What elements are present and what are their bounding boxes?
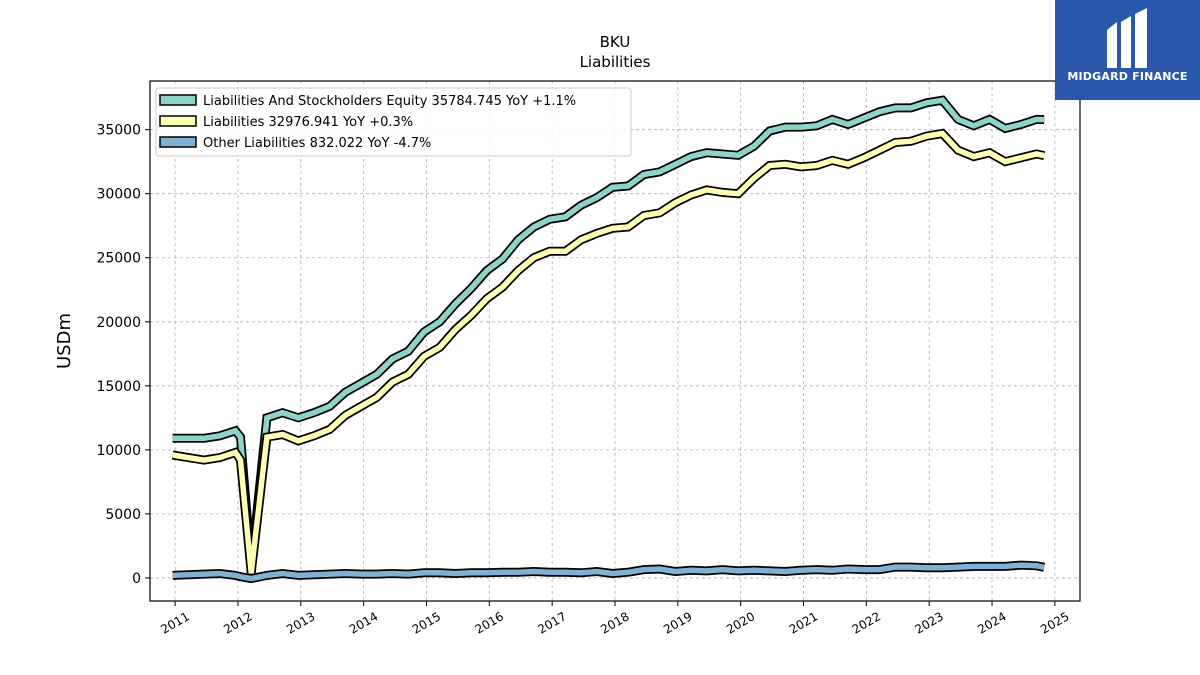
y-axis-ticks: 0 5000 10000 15000 20000 25000 30000 35000 xyxy=(96,123,150,587)
grid xyxy=(150,81,1080,601)
y-tick-label: 15000 xyxy=(96,379,141,395)
series-line-0 xyxy=(172,97,1045,567)
brand-logo: MIDGARD FINANCE xyxy=(1055,0,1200,100)
y-tick-label: 20000 xyxy=(96,315,141,331)
x-tick-label: 2020 xyxy=(724,609,757,636)
legend-swatch xyxy=(159,94,197,106)
legend-label: Liabilities 32976.941 YoY +0.3% xyxy=(203,115,413,130)
midgard-logo-icon xyxy=(1107,8,1147,68)
legend-label: Liabilities And Stockholders Equity 3578… xyxy=(203,94,576,109)
series-line-2 xyxy=(172,562,1045,582)
y-tick-label: 35000 xyxy=(96,123,141,139)
x-axis-ticks: 2011 2012 2013 2014 2015 2016 2017 2018 2019 2020… xyxy=(158,601,1072,637)
y-tick-label: 0 xyxy=(132,571,141,587)
x-tick-label: 2017 xyxy=(535,609,568,636)
y-tick-label: 5000 xyxy=(105,507,141,523)
x-tick-label: 2022 xyxy=(850,609,883,636)
x-tick-label: 2024 xyxy=(975,609,1008,636)
legend: Liabilities And Stockholders Equity 3578… xyxy=(155,87,632,157)
x-tick-label: 2021 xyxy=(787,609,820,636)
y-tick-label: 30000 xyxy=(96,187,141,203)
x-tick-label: 2016 xyxy=(473,609,506,636)
legend-swatch xyxy=(159,136,197,148)
x-tick-label: 2025 xyxy=(1038,609,1071,636)
legend-box xyxy=(155,87,632,157)
series-lines xyxy=(171,95,1046,584)
x-tick-label: 2018 xyxy=(598,609,631,636)
x-tick-label: 2023 xyxy=(912,609,945,636)
series-outline-0 xyxy=(172,95,1045,567)
legend-label: Other Liabilities 832.022 YoY -4.7% xyxy=(203,136,431,151)
series-outline-1 xyxy=(171,128,1046,574)
series-line-1 xyxy=(172,130,1045,574)
y-tick-label: 25000 xyxy=(96,251,141,267)
x-tick-label: 2013 xyxy=(284,609,317,636)
x-tick-label: 2014 xyxy=(347,609,380,636)
x-tick-label: 2019 xyxy=(661,609,694,636)
x-tick-label: 2015 xyxy=(410,609,443,636)
chart-title: BKU xyxy=(600,33,631,51)
legend-swatch xyxy=(159,115,197,127)
chart-subtitle: Liabilities xyxy=(580,53,651,71)
y-axis-label: USDm xyxy=(54,313,75,369)
brand-logo-text: MIDGARD FINANCE xyxy=(1067,70,1188,83)
x-tick-label: 2011 xyxy=(158,609,191,636)
x-tick-label: 2012 xyxy=(221,609,254,636)
y-tick-label: 10000 xyxy=(96,443,141,459)
